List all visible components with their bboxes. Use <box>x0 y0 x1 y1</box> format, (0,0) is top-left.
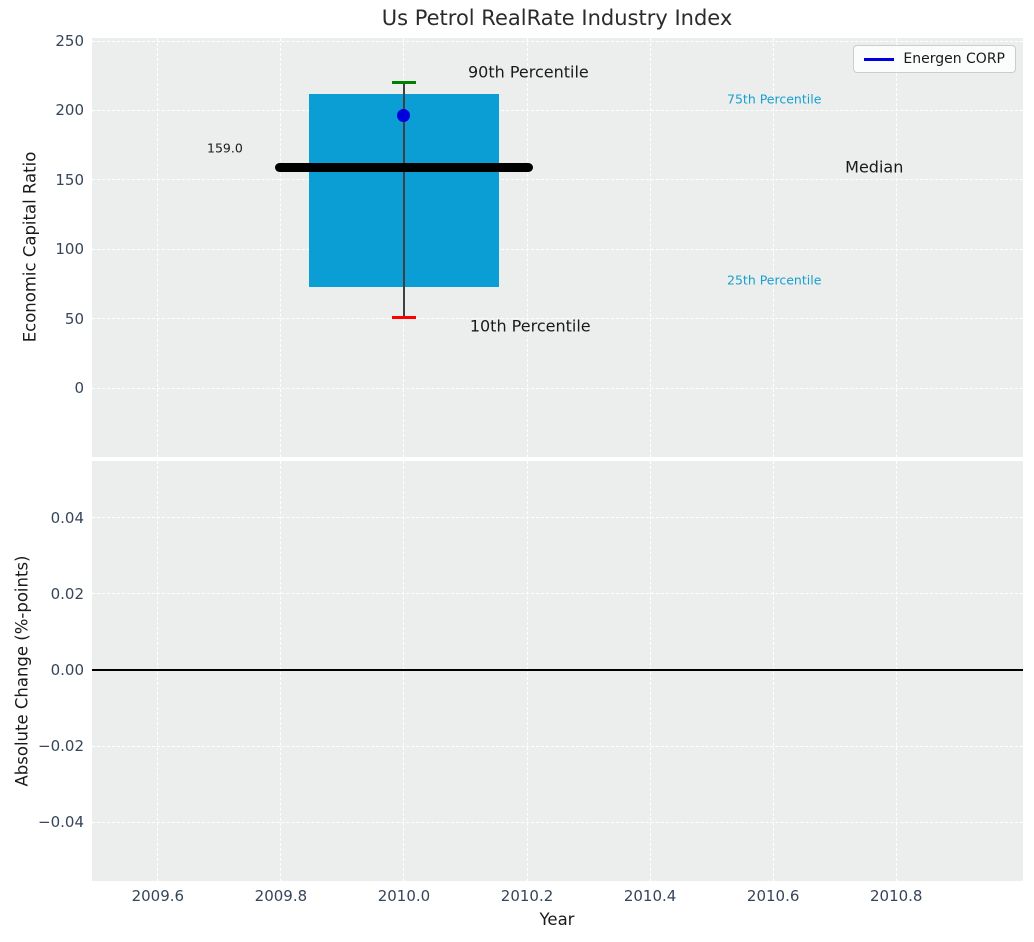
p90-cap <box>392 81 416 85</box>
gridline-y <box>92 593 1023 595</box>
annotation-median: Median <box>845 157 904 177</box>
zero-line <box>92 669 1023 672</box>
x-tick-label: 2010.8 <box>869 887 923 905</box>
gridline-y <box>92 40 1023 42</box>
x-axis-label: Year <box>539 910 575 929</box>
gridline-x <box>895 38 897 457</box>
y-tick-label: −0.02 <box>38 737 84 756</box>
x-tick-label: 2009.8 <box>254 887 308 905</box>
bottom-plot-area <box>92 461 1023 881</box>
y-tick-label: 250 <box>55 32 84 51</box>
whisker-line <box>403 82 405 318</box>
y-tick-label: 200 <box>55 101 84 120</box>
gridline-y <box>92 517 1023 519</box>
gridline-y <box>92 179 1023 181</box>
gridline-x <box>649 38 651 457</box>
median-line <box>275 162 533 172</box>
y-tick-label: 0 <box>74 379 84 398</box>
legend-line-sample <box>864 57 895 61</box>
y-tick-label: 50 <box>64 309 84 328</box>
x-tick-label: 2009.6 <box>131 887 185 905</box>
chart-title: Us Petrol RealRate Industry Index <box>381 6 733 30</box>
p10-cap <box>392 315 416 319</box>
annotation-median-value-label: 159.0 <box>207 140 243 156</box>
annotation-25th-percentile: 25th Percentile <box>727 272 822 288</box>
y-tick-label: −0.04 <box>38 813 84 832</box>
gridline-x <box>772 38 774 457</box>
x-tick-label: 2010.6 <box>746 887 800 905</box>
annotation-90th-percentile: 90th Percentile <box>467 62 589 82</box>
x-tick-label: 2010.0 <box>377 887 431 905</box>
gridline-x <box>157 38 159 457</box>
gridline-y <box>92 248 1023 250</box>
y-tick-label: 0.00 <box>50 661 84 680</box>
legend-label: Energen CORP <box>903 51 1005 67</box>
top-plot-area: Energen CORP 159.0 90th Percentile 75th Pe… <box>92 38 1023 457</box>
legend: Energen CORP <box>853 45 1016 73</box>
gridline-x <box>526 38 528 457</box>
y-tick-label: 150 <box>55 170 84 189</box>
y-tick-label: 0.04 <box>50 508 84 527</box>
y-tick-label: 0.02 <box>50 584 84 603</box>
y-tick-label: 100 <box>55 240 84 259</box>
gridline-y <box>92 387 1023 389</box>
annotation-10th-percentile: 10th Percentile <box>469 316 591 336</box>
company-data-point <box>397 109 411 123</box>
x-tick-label: 2010.2 <box>500 887 554 905</box>
gridline-y <box>92 109 1023 111</box>
gridline-y <box>92 745 1023 747</box>
annotation-75th-percentile: 75th Percentile <box>727 91 822 107</box>
x-tick-label: 2010.4 <box>623 887 677 905</box>
gridline-x <box>280 38 282 457</box>
gridline-y <box>92 821 1023 823</box>
gridline-y <box>92 318 1023 320</box>
